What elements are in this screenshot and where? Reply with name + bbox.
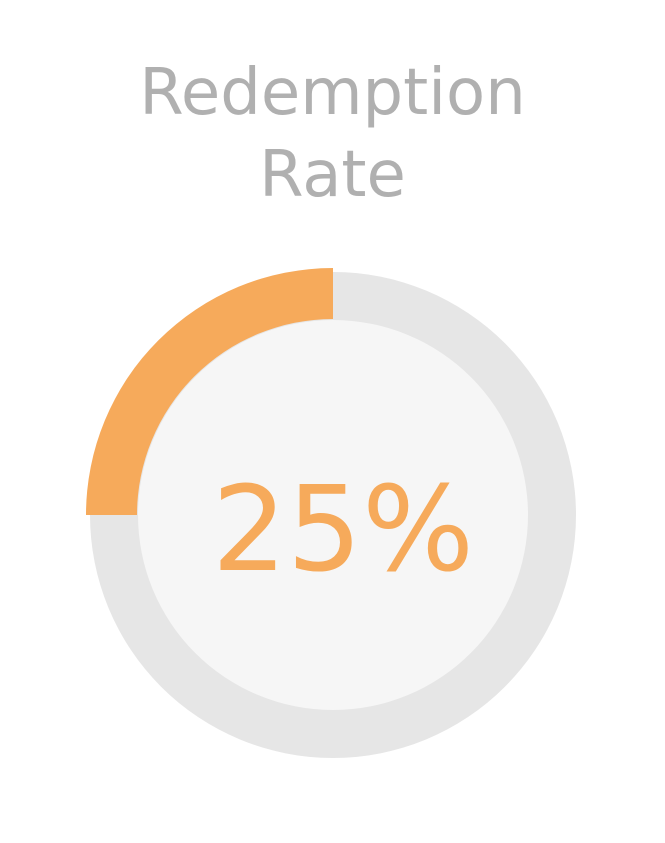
chart-title: Redemption Rate [0,52,665,216]
gauge-value-label: 25% [212,460,474,598]
gauge-inner [138,320,528,710]
chart-title-line-1: Redemption [139,56,526,130]
chart-title-line-2: Rate [259,138,406,212]
gauge-progress-arc [86,268,333,515]
